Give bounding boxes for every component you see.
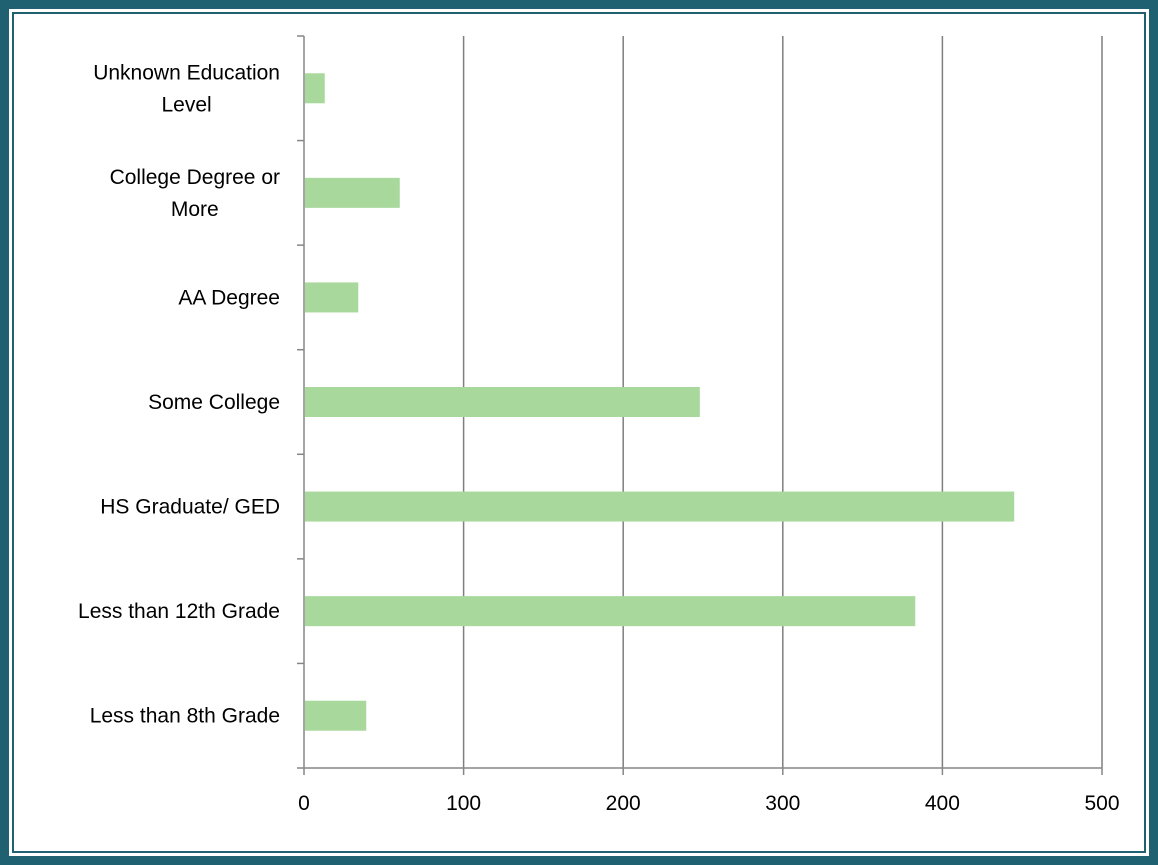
axes bbox=[297, 35, 1103, 775]
y-category-label: HS Graduate/ GED bbox=[100, 496, 280, 519]
bar bbox=[305, 282, 359, 313]
x-tick-label: 200 bbox=[606, 792, 641, 815]
y-category-label: Less than 8th Grade bbox=[90, 705, 280, 728]
bar bbox=[305, 596, 916, 627]
x-tick-label: 300 bbox=[765, 792, 800, 815]
x-tick-label: 500 bbox=[1084, 792, 1119, 815]
bars bbox=[305, 73, 1015, 731]
bar bbox=[305, 700, 367, 731]
category-labels: Less than 8th Grade Less than 12th Grade H… bbox=[78, 61, 280, 727]
chart-frame-gap bbox=[9, 9, 1149, 856]
y-category-label: College Degree or More bbox=[110, 166, 280, 221]
bar bbox=[305, 387, 700, 417]
chart-frame-inner bbox=[12, 12, 1146, 853]
x-tick-label: 0 bbox=[298, 792, 310, 815]
x-tick-labels: 0 100 200 300 400 500 bbox=[298, 792, 1119, 815]
x-tick-label: 100 bbox=[446, 792, 481, 815]
y-category-label: Some College bbox=[148, 391, 280, 414]
bar bbox=[305, 491, 1015, 522]
bar bbox=[305, 177, 400, 208]
y-category-label: Less than 12th Grade bbox=[78, 600, 280, 623]
bar bbox=[305, 73, 325, 104]
x-tick-label: 400 bbox=[925, 792, 960, 815]
y-category-label: AA Degree bbox=[178, 286, 280, 309]
y-category-label: Unknown Education Level bbox=[93, 61, 280, 116]
